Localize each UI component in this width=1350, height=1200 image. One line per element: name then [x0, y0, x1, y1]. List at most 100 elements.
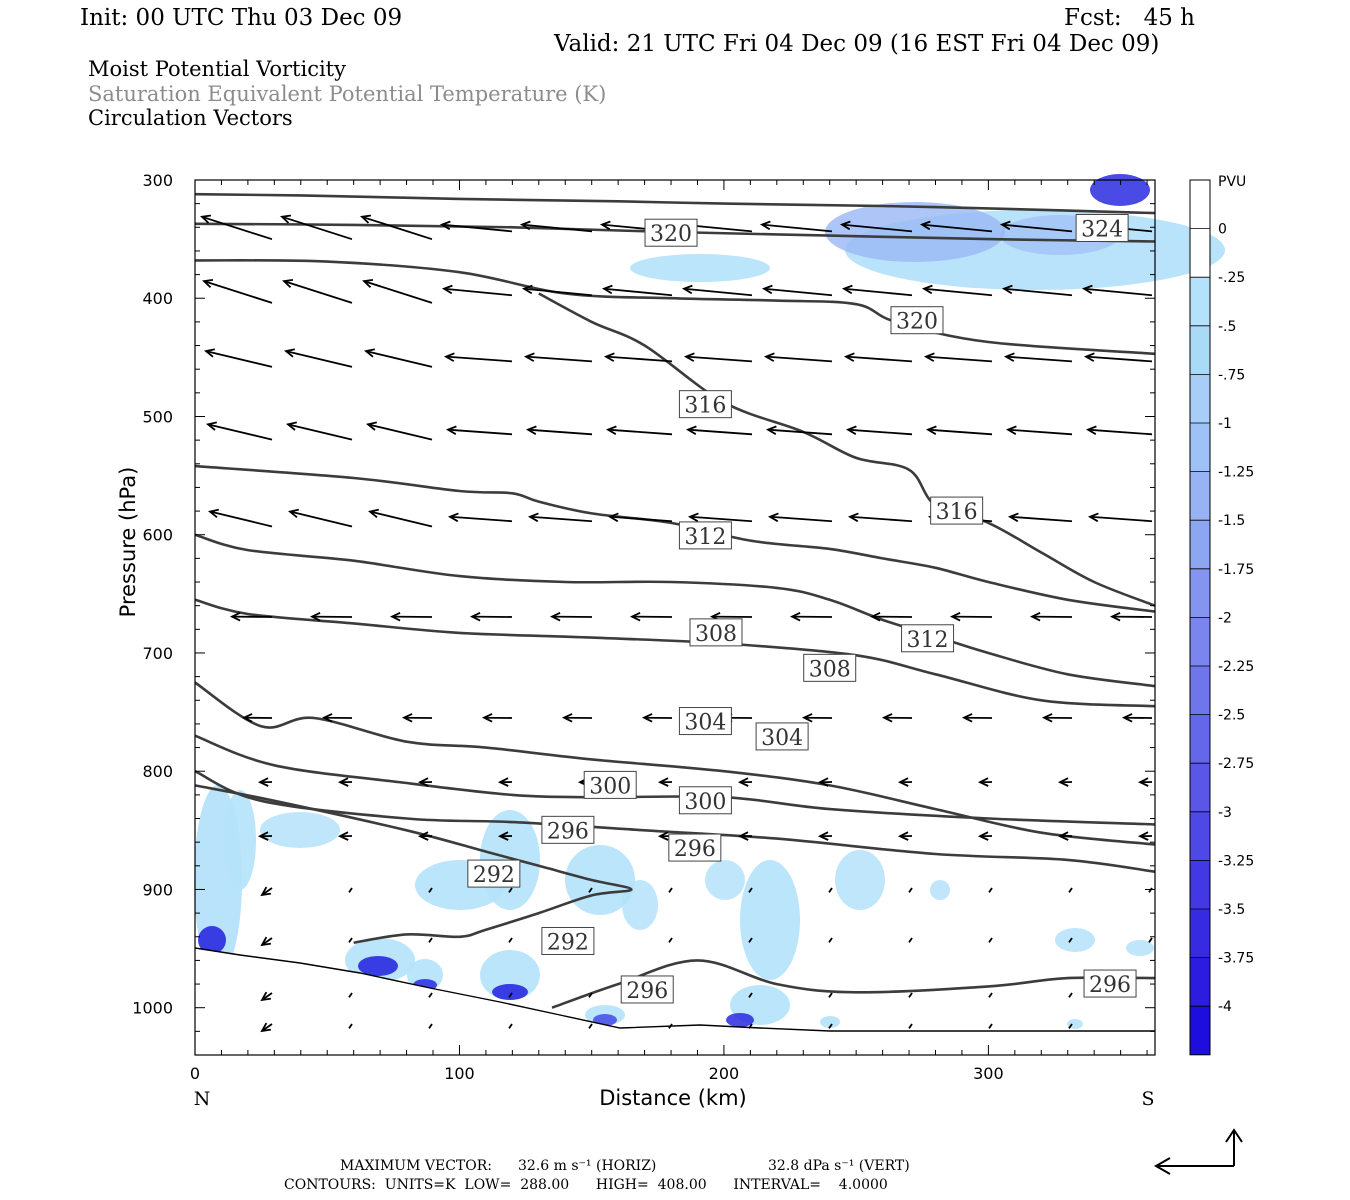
vector-shaft [428, 992, 433, 998]
vector-shaft [748, 887, 753, 893]
vector-shaft [687, 428, 753, 436]
vector-head [1137, 777, 1149, 787]
pv-shade-10 [358, 956, 398, 976]
circulation-vector [869, 611, 913, 622]
contour-label-text: 296 [547, 819, 589, 844]
vector-shaft [748, 937, 753, 943]
vector-head [1007, 512, 1019, 523]
colorbar-swatch [1190, 374, 1210, 423]
vector-head [641, 713, 653, 723]
vector-head [441, 284, 453, 295]
contour-label-box [803, 653, 857, 682]
circulation-vector [629, 611, 673, 622]
circulation-vector [348, 937, 353, 943]
vector-head [337, 831, 349, 841]
circulation-vector [363, 348, 433, 368]
vector-head [767, 512, 779, 523]
valid-time: Valid: 21 UTC Fri 04 Dec 09 (16 EST Fri … [554, 31, 1160, 57]
circulation-vector [817, 831, 833, 841]
circulation-vector [1003, 352, 1073, 363]
vector-head [283, 348, 295, 358]
colorbar-label: -.25 [1218, 270, 1245, 286]
circulation-vector [681, 284, 753, 297]
vector-shaft [365, 350, 433, 368]
circulation-vector [988, 937, 993, 943]
vector-shaft [925, 355, 993, 363]
vector-head [789, 611, 801, 622]
contour-label: 324 [1075, 213, 1129, 242]
vector-shaft [683, 287, 753, 297]
circulation-vector [828, 1023, 833, 1029]
colorbar-swatch [1190, 714, 1210, 764]
x-tick-label: 300 [973, 1064, 1004, 1083]
circulation-vector [417, 831, 433, 841]
circulation-vector [1068, 992, 1073, 998]
vector-shaft [1085, 355, 1153, 363]
vector-shaft [348, 1023, 353, 1029]
vector-shaft [348, 887, 353, 893]
vector-head [845, 425, 857, 435]
vector-shaft [761, 223, 833, 233]
vector-head [977, 777, 989, 787]
colorbar-swatch [1190, 568, 1210, 618]
contour-label: 308 [689, 618, 743, 647]
circulation-vector [949, 611, 993, 622]
circulation-vector [847, 512, 913, 523]
contour-label-box [678, 707, 732, 736]
vector-head [481, 713, 493, 723]
vector-head [961, 713, 973, 723]
circulation-vector [365, 421, 433, 441]
vector-head [687, 512, 699, 523]
circulation-vector [828, 887, 833, 893]
circulation-vector [1087, 512, 1153, 523]
vector-shaft [508, 992, 513, 998]
vector-head [1057, 777, 1069, 787]
vector-shaft [1089, 515, 1153, 523]
vector-shaft [441, 223, 513, 233]
circulation-vector [588, 992, 593, 998]
circulation-vector [441, 284, 513, 297]
circulation-vector [683, 352, 753, 363]
circulation-vector [362, 279, 433, 304]
contour-label-text: 316 [684, 394, 726, 419]
vector-shaft [508, 1023, 513, 1029]
y-tick-label: 500 [142, 407, 173, 426]
colorbar-label: -2 [1218, 610, 1232, 626]
vector-head [321, 713, 333, 723]
contour-label-layer: 320 3243203163163123123083083043043003002… [467, 213, 1137, 1004]
contour-label: 304 [755, 722, 809, 751]
circulation-vector [767, 512, 833, 523]
vector-shaft [1007, 428, 1073, 436]
reference-vector [1153, 1128, 1243, 1175]
colorbar-label: -1.5 [1218, 513, 1245, 529]
circulation-vector [287, 508, 353, 528]
vector-head [202, 279, 214, 288]
circulation-vector [241, 713, 273, 723]
circulation-vector [1137, 831, 1153, 841]
circulation-vector [843, 352, 913, 363]
vector-head [737, 777, 749, 787]
colorbar-label: 0 [1218, 222, 1227, 238]
plot-border [194, 179, 1156, 1056]
circulation-vector [759, 220, 833, 233]
colorbar-label: -1.75 [1218, 562, 1254, 578]
vector-shaft [1009, 515, 1073, 523]
contour-label-box [689, 618, 743, 647]
circulation-vector [202, 279, 273, 304]
vector-head [1137, 831, 1149, 841]
circulation-vector [668, 1023, 673, 1029]
pv-shade-16 [492, 984, 528, 1000]
vector-shaft [847, 428, 913, 436]
vector-head [337, 777, 349, 787]
vector-head [527, 512, 539, 523]
vector-shaft [289, 510, 353, 528]
vector-shaft [767, 428, 833, 436]
vector-shaft [363, 280, 433, 304]
field-title-vectors: Circulation Vectors [88, 106, 293, 130]
pv-shade-3 [630, 254, 770, 282]
circulation-vector [657, 777, 673, 787]
circulation-vector [260, 936, 273, 947]
vector-shaft [449, 515, 513, 523]
vector-shaft [668, 887, 673, 893]
